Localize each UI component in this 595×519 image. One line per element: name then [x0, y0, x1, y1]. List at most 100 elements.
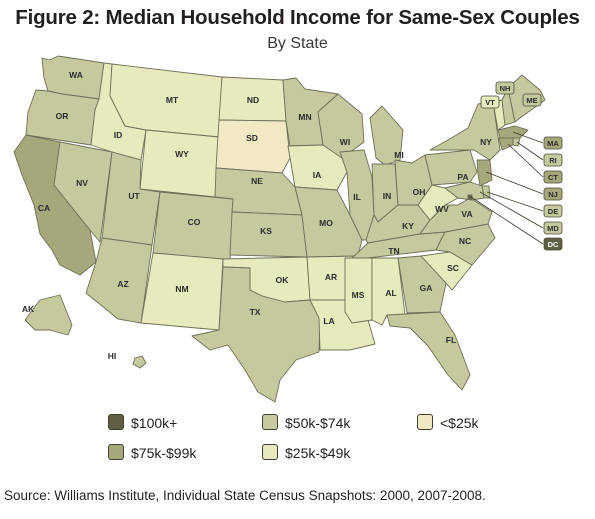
state-callout-box-ma [543, 136, 563, 150]
legend-swatch-100k-plus [108, 414, 124, 430]
state-dc [467, 194, 473, 200]
figure-subtitle: By State [267, 35, 328, 52]
state-nv [53, 141, 113, 243]
state-label-fl: FL [446, 335, 456, 345]
legend-item-50k-74k: $50k-$74k [262, 414, 350, 431]
state-mi [369, 105, 404, 166]
legend-swatch-75k-99k [108, 444, 124, 460]
legend-label-25k-49k: $25k-$49k [285, 445, 351, 461]
state-callout-box-dc [543, 237, 563, 251]
state-ri [512, 137, 521, 147]
state-label-ne: NE [251, 176, 263, 186]
state-label-nh: NH [500, 84, 511, 93]
state-label-nj: NJ [548, 190, 558, 199]
legend-label-50k-74k: $50k-$74k [285, 415, 351, 431]
state-label-ri: RI [549, 156, 557, 165]
leader-line [485, 171, 544, 195]
state-callout-box-vt [480, 95, 500, 109]
state-label-ok: OK [276, 275, 290, 285]
state-label-wy: WY [175, 149, 189, 159]
state-sd [215, 119, 291, 174]
state-label-sc: SC [447, 263, 459, 273]
state-ct [498, 137, 514, 151]
state-sc [420, 251, 473, 291]
state-callout-box-nh [495, 81, 515, 95]
state-label-oh: OH [413, 187, 426, 197]
state-label-mo: MO [319, 218, 333, 228]
state-label-vt: VT [485, 98, 495, 107]
state-label-pa: PA [457, 172, 468, 182]
state-label-al: AL [385, 288, 396, 298]
legend-item-25k-49k: $25k-$49k [262, 444, 350, 461]
state-label-ia: IA [313, 170, 322, 180]
state-ms [344, 257, 373, 324]
state-label-tn: TN [388, 246, 399, 256]
state-ny [429, 101, 501, 161]
state-label-ct: CT [548, 173, 558, 182]
state-label-il: IL [353, 192, 361, 202]
state-label-ga: GA [420, 283, 433, 293]
state-hi [132, 355, 147, 369]
state-callout-box-ri [543, 153, 563, 167]
state-label-ar: AR [325, 272, 337, 282]
legend-swatch-50k-74k [262, 414, 278, 430]
state-label-nm: NM [175, 284, 188, 294]
state-label-ma: MA [547, 139, 559, 148]
state-nj [476, 159, 493, 187]
state-az [85, 237, 153, 324]
state-fl [386, 311, 471, 391]
leader-line [507, 143, 544, 178]
state-label-sd: SD [246, 133, 258, 143]
state-label-nc: NC [459, 236, 471, 246]
state-label-ny: NY [480, 137, 492, 147]
state-shapes [13, 55, 546, 403]
state-ak [24, 294, 73, 336]
state-label-la: LA [323, 316, 334, 326]
state-label-wa: WA [69, 70, 83, 80]
state-label-va: VA [461, 209, 472, 219]
state-label-ky: KY [402, 221, 414, 231]
leader-line [512, 131, 544, 144]
state-wi [317, 93, 365, 159]
state-callout-box-md [543, 221, 563, 235]
state-label-ak: AK [22, 304, 35, 314]
state-md [444, 181, 485, 201]
legend-label-75k-99k: $75k-$99k [131, 445, 197, 461]
legend-swatch-under-25k [417, 414, 433, 430]
state-label-dc: DC [548, 240, 559, 249]
state-label-mn: MN [298, 112, 311, 122]
state-callout-box-nj [543, 187, 563, 201]
state-label-nd: ND [247, 95, 259, 105]
leader-line [470, 196, 544, 245]
state-label-id: ID [114, 130, 123, 140]
state-label-ca: CA [38, 203, 50, 213]
state-label-nv: NV [76, 178, 88, 188]
legend-item-75k-99k: $75k-$99k [108, 444, 196, 461]
state-label-md: MD [547, 224, 559, 233]
state-label-hi: HI [108, 351, 117, 361]
state-tx [191, 266, 321, 403]
state-label-ks: KS [260, 226, 272, 236]
legend-item-under-25k: <$25k [417, 414, 479, 431]
state-label-wi: WI [340, 137, 350, 147]
state-label-or: OR [56, 111, 69, 121]
state-label-mi: MI [394, 150, 403, 160]
legend-item-100k-plus: $100k+ [108, 414, 177, 431]
legend-label-100k-plus: $100k+ [131, 415, 178, 431]
state-label-de: DE [548, 207, 558, 216]
figure-title: Figure 2: Median Household Income for Sa… [15, 6, 580, 29]
state-wy [139, 129, 220, 198]
state-label-co: CO [188, 217, 201, 227]
legend-label-under-25k: <$25k [440, 415, 479, 431]
state-label-in: IN [383, 191, 392, 201]
state-callout-box-ct [543, 170, 563, 184]
state-va [419, 197, 493, 235]
state-label-az: AZ [117, 279, 128, 289]
state-label-ut: UT [128, 191, 140, 201]
state-pa [424, 149, 478, 186]
state-callout-box-me [522, 93, 542, 107]
state-label-mt: MT [166, 95, 179, 105]
leader-line [516, 141, 544, 161]
state-label-tx: TX [250, 307, 261, 317]
